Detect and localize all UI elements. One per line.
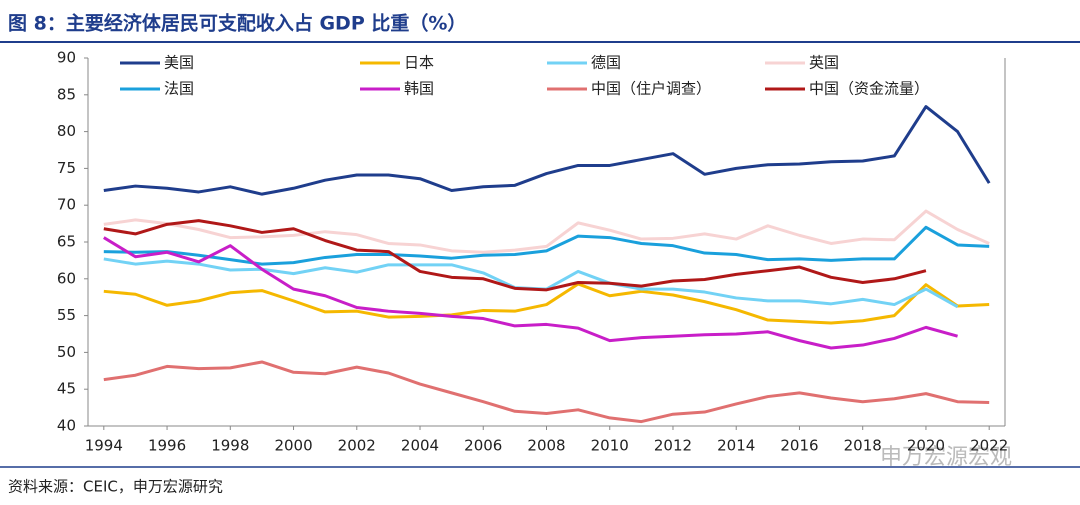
series-line: [103, 360, 990, 424]
x-tick-label: 1998: [211, 437, 249, 455]
x-tick-label: 2022: [970, 437, 1008, 455]
y-tick-label: 55: [57, 306, 76, 324]
x-tick-label: 2012: [654, 437, 692, 455]
y-tick-label: 45: [57, 380, 76, 398]
series-line: [103, 236, 958, 350]
legend-label: 日本: [404, 54, 434, 72]
y-tick-label: 70: [57, 196, 76, 214]
legend-label: 法国: [164, 80, 194, 98]
x-tick-label: 2010: [591, 437, 629, 455]
legend-label: 韩国: [404, 80, 434, 98]
series-line: [103, 282, 990, 325]
y-tick-label: 65: [57, 233, 76, 251]
source: 资料来源：CEIC，申万宏源研究: [8, 478, 223, 496]
x-tick-label: 2014: [717, 437, 755, 455]
legend-label: 德国: [591, 54, 621, 72]
legend-label: 中国（住户调查）: [591, 80, 711, 98]
y-tick-label: 80: [57, 122, 76, 140]
legend-label: 中国（资金流量）: [809, 80, 929, 98]
x-tick-label: 2002: [338, 437, 376, 455]
x-tick-label: 2020: [907, 437, 945, 455]
x-tick-label: 2006: [464, 437, 502, 455]
series-line: [103, 105, 991, 196]
legend-label: 英国: [809, 54, 839, 72]
y-tick-label: 75: [57, 159, 76, 177]
series-line: [103, 257, 959, 309]
chart-title: 图 8：主要经济体居民可支配收入占 GDP 比重（%）: [8, 12, 466, 35]
y-tick-label: 85: [57, 85, 76, 103]
x-tick-label: 1996: [148, 437, 186, 455]
x-tick-label: 2016: [780, 437, 818, 455]
y-tick-label: 90: [57, 49, 76, 67]
x-tick-label: 1994: [85, 437, 123, 455]
y-tick-label: 60: [57, 269, 76, 287]
y-tick-label: 40: [57, 417, 76, 435]
series-line: [103, 219, 927, 292]
x-tick-label: 2000: [274, 437, 312, 455]
legend-label: 美国: [164, 54, 194, 72]
watermark: 申万宏源宏观: [880, 445, 1012, 470]
x-tick-label: 2018: [844, 437, 882, 455]
y-tick-label: 50: [57, 343, 76, 361]
series-line: [103, 209, 990, 254]
x-tick-label: 2004: [401, 437, 439, 455]
x-tick-label: 2008: [527, 437, 565, 455]
